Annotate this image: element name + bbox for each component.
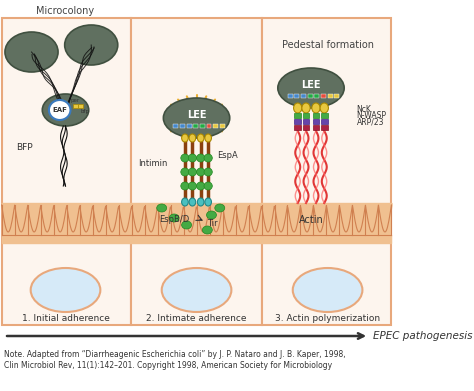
Ellipse shape: [278, 68, 344, 108]
Bar: [294, 94, 300, 98]
Text: EspB/D: EspB/D: [159, 215, 189, 224]
Text: per: per: [71, 98, 80, 103]
Bar: [187, 124, 191, 128]
Ellipse shape: [320, 103, 328, 113]
Bar: [303, 113, 310, 118]
Text: 2. Intimate adherence: 2. Intimate adherence: [146, 314, 247, 323]
Bar: [321, 113, 328, 118]
Text: Clin Microbiol Rev, 11(1):142–201. Copyright 1998, American Society for Microbio: Clin Microbiol Rev, 11(1):142–201. Copyr…: [4, 361, 332, 370]
Ellipse shape: [204, 154, 212, 162]
Bar: [220, 124, 225, 128]
Bar: [1, 18, 131, 325]
Ellipse shape: [197, 154, 205, 162]
Text: Microcolony: Microcolony: [36, 6, 95, 16]
Bar: [321, 119, 328, 124]
Ellipse shape: [64, 25, 118, 65]
Text: ARP/23: ARP/23: [356, 118, 384, 127]
Ellipse shape: [205, 198, 211, 206]
Text: LEE: LEE: [301, 80, 321, 90]
Text: EPEC pathogenesis: EPEC pathogenesis: [373, 331, 473, 341]
Bar: [308, 94, 313, 98]
Bar: [294, 113, 301, 118]
Text: Actin: Actin: [299, 215, 323, 225]
Bar: [314, 94, 319, 98]
Ellipse shape: [49, 100, 71, 120]
Ellipse shape: [5, 32, 58, 72]
Ellipse shape: [182, 198, 188, 206]
Ellipse shape: [197, 168, 205, 176]
Bar: [288, 94, 293, 98]
Bar: [200, 124, 205, 128]
Text: EspA: EspA: [217, 151, 238, 160]
Bar: [303, 119, 310, 124]
Text: Note. Adapted from “Diarrheagenic Escherichia coli” by J. P. Nataro and J. B. Ka: Note. Adapted from “Diarrheagenic Escher…: [4, 350, 346, 359]
Ellipse shape: [181, 182, 189, 190]
Ellipse shape: [162, 268, 231, 312]
Bar: [207, 124, 211, 128]
Bar: [73, 104, 78, 108]
Ellipse shape: [157, 204, 167, 212]
Ellipse shape: [197, 182, 205, 190]
Bar: [328, 94, 333, 98]
Bar: [334, 94, 339, 98]
Bar: [294, 119, 301, 124]
Ellipse shape: [189, 134, 196, 142]
Ellipse shape: [181, 154, 189, 162]
Text: bfp: bfp: [81, 109, 90, 115]
Bar: [313, 125, 319, 130]
Text: NcK: NcK: [356, 106, 372, 115]
Ellipse shape: [188, 168, 197, 176]
Bar: [180, 124, 185, 128]
Bar: [321, 94, 326, 98]
Bar: [321, 125, 328, 130]
Text: Intimin: Intimin: [138, 158, 167, 167]
Ellipse shape: [188, 154, 197, 162]
Text: 1. Initial adherence: 1. Initial adherence: [22, 314, 109, 323]
Ellipse shape: [197, 198, 204, 206]
Ellipse shape: [204, 182, 212, 190]
Ellipse shape: [202, 226, 212, 234]
Bar: [262, 18, 392, 325]
Ellipse shape: [182, 134, 188, 142]
Ellipse shape: [189, 198, 196, 206]
Ellipse shape: [197, 134, 204, 142]
Text: Tir: Tir: [207, 219, 218, 228]
Ellipse shape: [215, 204, 225, 212]
Text: LEE: LEE: [187, 110, 206, 120]
Ellipse shape: [293, 103, 302, 113]
Ellipse shape: [302, 103, 310, 113]
Ellipse shape: [31, 268, 100, 312]
Ellipse shape: [312, 103, 320, 113]
Text: EAF: EAF: [52, 107, 67, 113]
Bar: [193, 124, 198, 128]
Bar: [131, 18, 262, 325]
Ellipse shape: [293, 268, 363, 312]
Bar: [303, 125, 310, 130]
Ellipse shape: [207, 211, 217, 219]
Bar: [313, 119, 319, 124]
Text: 3. Actin polymerization: 3. Actin polymerization: [275, 314, 380, 323]
Text: N-WASP: N-WASP: [356, 111, 387, 120]
Text: BFP: BFP: [17, 143, 33, 152]
Ellipse shape: [204, 168, 212, 176]
Ellipse shape: [205, 134, 211, 142]
Text: Pedestal formation: Pedestal formation: [282, 40, 374, 50]
Ellipse shape: [164, 98, 230, 138]
Ellipse shape: [181, 168, 189, 176]
Bar: [301, 94, 306, 98]
Bar: [1, 205, 392, 235]
Bar: [78, 104, 83, 108]
Bar: [294, 125, 301, 130]
Bar: [213, 124, 218, 128]
Ellipse shape: [182, 221, 191, 229]
Ellipse shape: [169, 214, 179, 222]
Bar: [313, 113, 319, 118]
Ellipse shape: [42, 94, 89, 126]
Ellipse shape: [188, 182, 197, 190]
Bar: [173, 124, 178, 128]
